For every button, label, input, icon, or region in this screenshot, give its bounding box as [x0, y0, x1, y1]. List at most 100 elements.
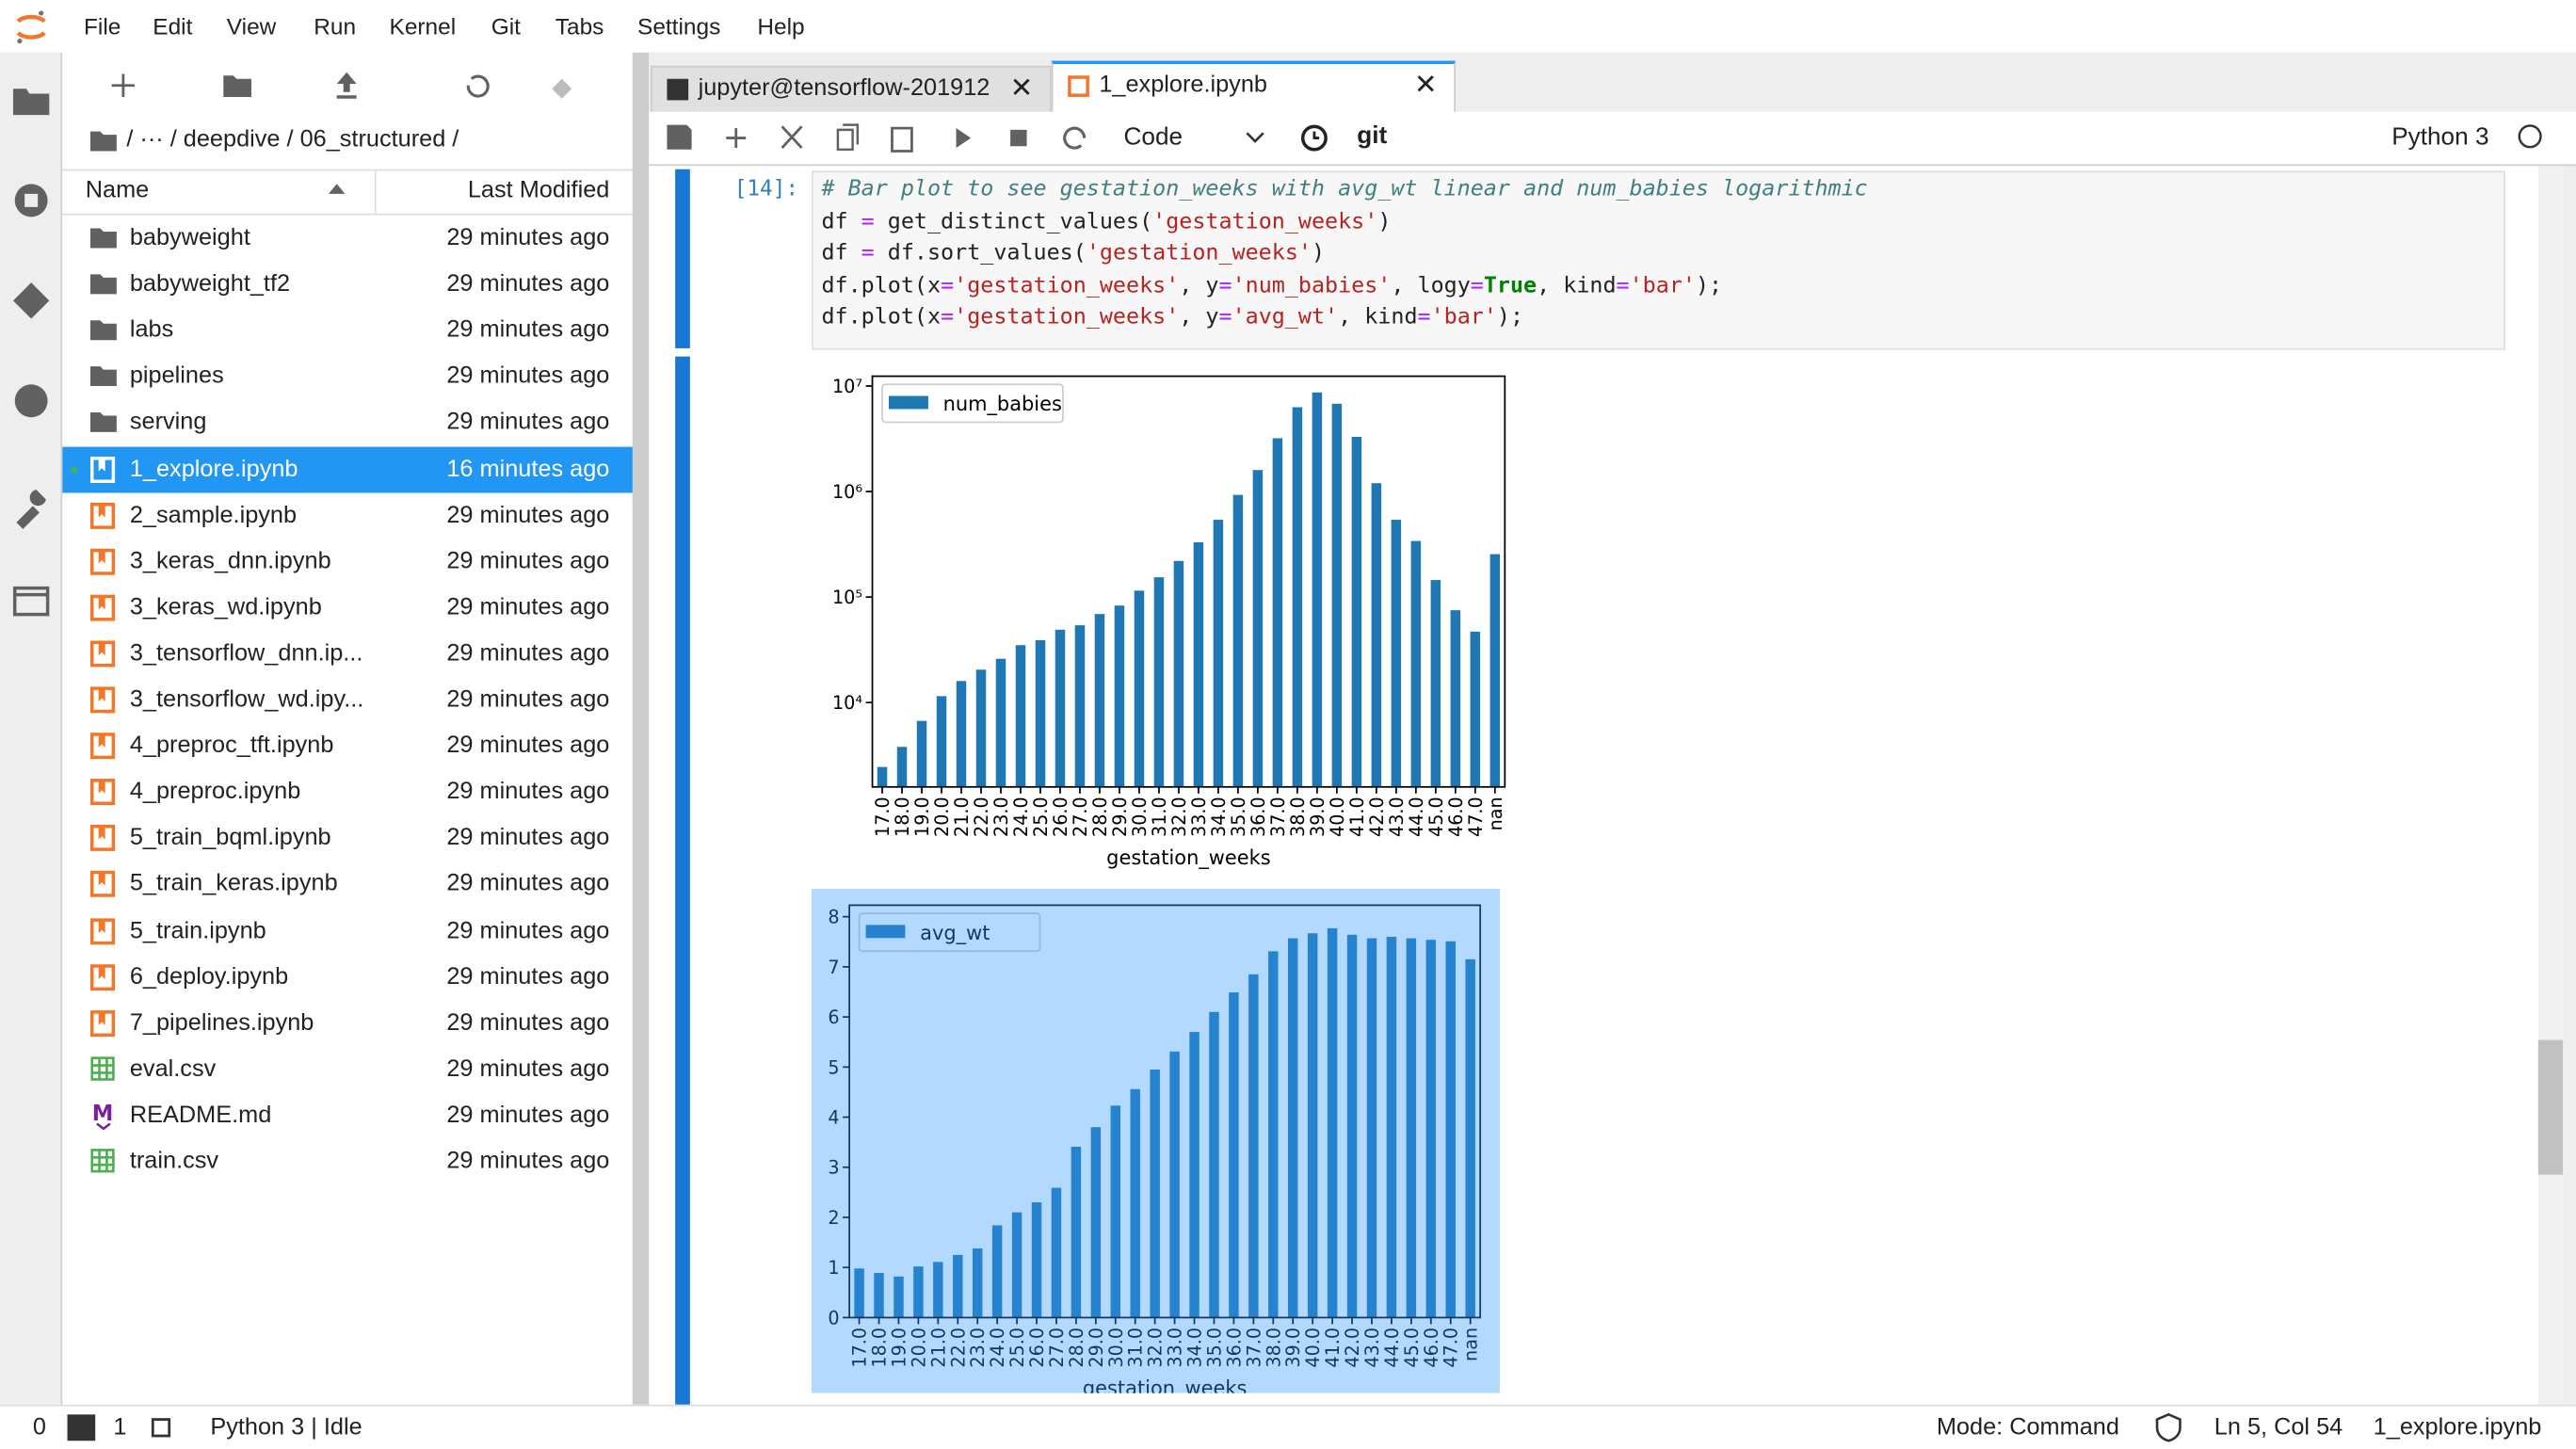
bar: [1410, 540, 1422, 787]
tab-close[interactable]: ✕: [1009, 72, 1034, 104]
file-row[interactable]: 2_sample.ipynb 29 minutes ago: [62, 492, 632, 539]
cell-type[interactable]: Code: [1123, 122, 1183, 152]
bar: [1110, 1105, 1121, 1318]
file-row[interactable]: 3_keras_dnn.ipynb 29 minutes ago: [62, 539, 632, 585]
git-button[interactable]: git: [1357, 121, 1388, 150]
git-clone[interactable]: [552, 78, 572, 99]
code-editor[interactable]: [811, 170, 2505, 350]
menu-item[interactable]: Run: [314, 12, 357, 40]
modified-column[interactable]: Last Modified: [467, 177, 610, 204]
file-row[interactable]: 6_deploy.ipynb 29 minutes ago: [62, 954, 632, 1000]
menu-item[interactable]: Kernel: [389, 12, 457, 40]
trust-icon[interactable]: [2154, 1412, 2183, 1442]
menu-item[interactable]: Edit: [153, 12, 193, 40]
insert-cell[interactable]: [726, 128, 747, 149]
menu-item[interactable]: File: [83, 12, 121, 40]
x-tick-label: 22.0: [971, 797, 992, 837]
restart[interactable]: [1063, 126, 1087, 150]
tab-icon: [1068, 75, 1089, 97]
x-tick-label: 24.0: [1010, 797, 1032, 837]
file-row[interactable]: eval.csv 29 minutes ago: [62, 1046, 632, 1092]
file-row[interactable]: train.csv 29 minutes ago: [62, 1138, 632, 1184]
files-icon[interactable]: [12, 89, 50, 116]
file-name: 3_keras_dnn.ipynb: [129, 548, 331, 575]
git-icon[interactable]: [12, 282, 50, 319]
x-tick-label: 21.0: [951, 797, 973, 837]
file-row[interactable]: 1_explore.ipynb 16 minutes ago: [62, 445, 633, 492]
file-icon: [89, 1009, 116, 1037]
file-row[interactable]: 5_train.ipynb 29 minutes ago: [62, 908, 632, 954]
tools-icon[interactable]: [16, 489, 46, 529]
cut[interactable]: [781, 125, 803, 149]
cursor-position[interactable]: Ln 5, Col 54: [2214, 1414, 2343, 1441]
file-icon: [89, 594, 116, 621]
menu-item[interactable]: Git: [491, 12, 521, 40]
file-row[interactable]: 7_pipelines.ipynb 29 minutes ago: [62, 1000, 632, 1046]
tab[interactable]: 1_explore.ipynb ✕: [1051, 60, 1456, 112]
file-row[interactable]: 4_preproc_tft.ipynb 29 minutes ago: [62, 723, 632, 769]
chart-background: [813, 364, 1521, 875]
copy[interactable]: [836, 123, 860, 152]
kernel-name[interactable]: Python 3: [2391, 122, 2489, 152]
tab-icon: [667, 78, 689, 101]
file-row[interactable]: 5_train_keras.ipynb 29 minutes ago: [62, 861, 632, 908]
file-row[interactable]: 5_train_bqml.ipynb 29 minutes ago: [62, 815, 632, 861]
file-row[interactable]: 3_keras_wd.ipynb 29 minutes ago: [62, 585, 632, 631]
tab[interactable]: jupyter@tensorflow-201912 ✕: [650, 65, 1052, 112]
x-tick-label: 28.0: [1089, 797, 1111, 837]
bar: [1193, 542, 1204, 787]
menu-item[interactable]: Settings: [637, 12, 721, 40]
y-tick-label: 3: [828, 1157, 839, 1179]
new-folder[interactable]: [223, 75, 251, 97]
file-row[interactable]: M README.md 29 minutes ago: [62, 1092, 632, 1138]
clock-icon[interactable]: [1299, 123, 1328, 153]
menu-item[interactable]: View: [226, 12, 277, 40]
file-row[interactable]: babyweight_tf2 29 minutes ago: [62, 262, 632, 308]
tabs-icon[interactable]: [12, 586, 50, 617]
interrupt[interactable]: [1010, 129, 1027, 147]
file-row[interactable]: babyweight 29 minutes ago: [62, 216, 632, 262]
file-icon: [89, 686, 116, 714]
bar: [1209, 1011, 1219, 1318]
name-column[interactable]: Name: [85, 177, 150, 204]
x-tick-label: 29.0: [1086, 1328, 1107, 1368]
x-tick-label: 17.0: [872, 797, 894, 837]
x-tick-label: 38.0: [1287, 797, 1309, 837]
palette-icon[interactable]: [14, 384, 48, 418]
file-name: train.csv: [129, 1148, 219, 1175]
file-row[interactable]: pipelines 29 minutes ago: [62, 354, 632, 400]
save[interactable]: [667, 124, 692, 150]
bar: [874, 1273, 884, 1318]
tab-close[interactable]: ✕: [1413, 69, 1438, 101]
run[interactable]: [956, 128, 972, 149]
file-row[interactable]: 3_tensorflow_dnn.ip... 29 minutes ago: [62, 631, 632, 677]
scrollbar[interactable]: [2537, 166, 2564, 1405]
x-tick-label: 26.0: [1026, 1328, 1048, 1368]
file-row[interactable]: 3_tensorflow_wd.ipy... 29 minutes ago: [62, 677, 632, 723]
kernel-state[interactable]: Python 3 | Idle: [210, 1414, 362, 1441]
x-tick-label: 24.0: [987, 1328, 1008, 1368]
file-row[interactable]: serving 29 minutes ago: [62, 400, 632, 446]
bar: [894, 1276, 904, 1318]
input-collapser[interactable]: [675, 169, 690, 348]
menu-item[interactable]: Tabs: [555, 12, 604, 40]
x-tick-label: 33.0: [1165, 1328, 1186, 1368]
axes-frame: [848, 904, 1482, 1319]
file-name: 2_sample.ipynb: [129, 502, 298, 529]
legend-label: avg_wt: [920, 922, 990, 945]
breadcrumbs[interactable]: / ··· / deepdive / 06_structured /: [126, 126, 459, 153]
file-row[interactable]: 4_preproc.ipynb 29 minutes ago: [62, 769, 632, 815]
new-launcher[interactable]: [111, 73, 136, 97]
file-icon: [89, 548, 116, 575]
file-name: 5_train.ipynb: [129, 917, 266, 944]
refresh[interactable]: [466, 74, 490, 98]
file-modified: 29 minutes ago: [446, 548, 610, 575]
paste[interactable]: [891, 126, 913, 153]
scroll-thumb[interactable]: [2537, 1039, 2564, 1175]
menu-item[interactable]: Help: [757, 12, 805, 40]
file-name: labs: [129, 317, 174, 345]
file-row[interactable]: labs 29 minutes ago: [62, 308, 632, 354]
upload[interactable]: [336, 72, 357, 99]
file-icon: [89, 456, 116, 483]
output-collapser[interactable]: [675, 356, 690, 1405]
